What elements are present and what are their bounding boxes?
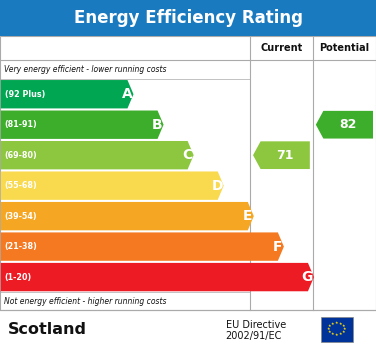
Polygon shape — [1, 80, 133, 109]
Polygon shape — [316, 111, 373, 139]
Text: G: G — [302, 270, 313, 284]
Text: ★: ★ — [331, 322, 334, 326]
Text: ★: ★ — [339, 322, 343, 326]
Text: B: B — [152, 118, 162, 132]
Bar — [0, 0, 376, 36]
Text: ★: ★ — [326, 327, 330, 331]
Text: 2002/91/EC: 2002/91/EC — [226, 331, 282, 341]
Text: Current: Current — [260, 43, 303, 53]
Text: 71: 71 — [276, 149, 294, 162]
Text: ★: ★ — [335, 321, 338, 325]
Polygon shape — [1, 172, 224, 200]
Text: ★: ★ — [335, 333, 338, 337]
Text: Not energy efficient - higher running costs: Not energy efficient - higher running co… — [4, 297, 166, 306]
Polygon shape — [1, 141, 194, 169]
Bar — [320, 317, 353, 342]
Text: F: F — [273, 240, 282, 254]
Text: (69-80): (69-80) — [5, 151, 37, 160]
Text: C: C — [182, 148, 192, 162]
Text: ★: ★ — [327, 324, 331, 328]
Polygon shape — [1, 232, 284, 261]
Text: D: D — [211, 179, 223, 193]
Text: 82: 82 — [340, 118, 357, 131]
Text: ★: ★ — [339, 332, 343, 337]
Text: ★: ★ — [331, 332, 334, 337]
Polygon shape — [1, 263, 314, 291]
Polygon shape — [1, 111, 164, 139]
Text: (1-20): (1-20) — [5, 272, 32, 282]
Text: Scotland: Scotland — [8, 322, 86, 337]
Text: Potential: Potential — [319, 43, 370, 53]
Polygon shape — [253, 141, 310, 169]
Text: ★: ★ — [327, 330, 331, 334]
Text: Energy Efficiency Rating: Energy Efficiency Rating — [73, 9, 303, 27]
Text: ★: ★ — [343, 327, 347, 331]
Bar — [0, 36, 376, 310]
Text: Very energy efficient - lower running costs: Very energy efficient - lower running co… — [4, 65, 166, 74]
Text: (39-54): (39-54) — [5, 212, 37, 221]
Text: ★: ★ — [342, 330, 346, 334]
Text: A: A — [121, 87, 132, 101]
Text: (21-38): (21-38) — [5, 242, 37, 251]
Text: (81-91): (81-91) — [5, 120, 37, 129]
Text: ★: ★ — [342, 324, 346, 328]
Text: EU Directive: EU Directive — [226, 320, 286, 330]
Text: E: E — [243, 209, 252, 223]
Text: (55-68): (55-68) — [5, 181, 37, 190]
Polygon shape — [1, 202, 254, 230]
Text: (92 Plus): (92 Plus) — [5, 90, 45, 99]
